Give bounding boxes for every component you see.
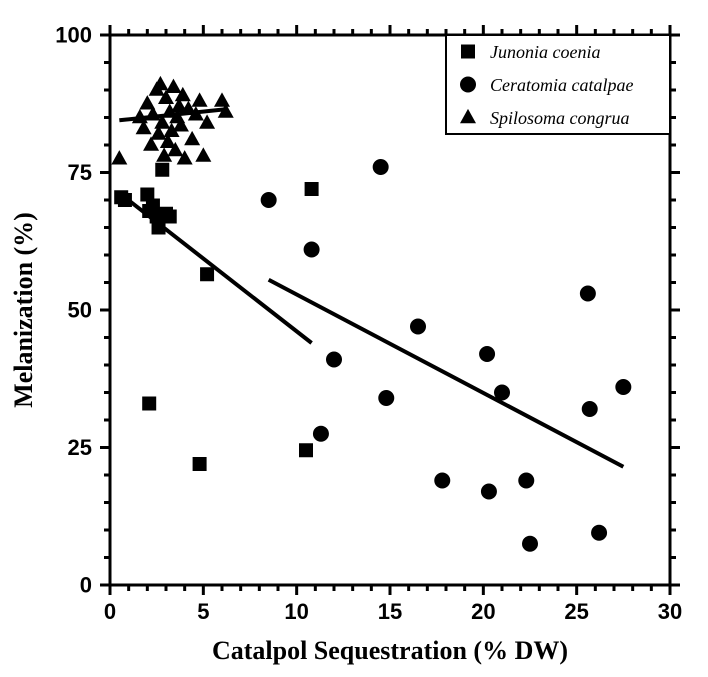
legend: Junonia coenia Ceratomia catalpae Spilosom… — [446, 35, 670, 134]
y-tick-label: 0 — [80, 573, 92, 598]
x-tick-label: 0 — [104, 599, 116, 624]
x-axis-label: Catalpol Sequestration (% DW) — [212, 636, 568, 665]
x-tick-label: 15 — [378, 599, 402, 624]
legend-label-spilosoma: Spilosoma congrua — [490, 108, 630, 128]
x-tick-label: 25 — [564, 599, 588, 624]
legend-label-ceratomia: Ceratomia catalpae — [490, 75, 633, 95]
chart-svg: 0 5 10 15 20 25 30 0 25 50 75 100 Catalpol Sequestra… — [0, 0, 708, 677]
x-tick-label: 30 — [658, 599, 682, 624]
x-tick-label: 5 — [197, 599, 209, 624]
scatter-chart: 0 5 10 15 20 25 30 0 25 50 75 100 Catalpol Sequestra… — [0, 0, 708, 677]
legend-label-junonia: Junonia coenia — [490, 42, 600, 62]
y-tick-label: 100 — [55, 23, 92, 48]
y-axis-label: Melanization (%) — [9, 212, 38, 408]
x-tick-label: 10 — [284, 599, 308, 624]
y-tick-label: 50 — [68, 298, 92, 323]
y-tick-label: 25 — [68, 435, 92, 460]
x-tick-label: 20 — [471, 599, 495, 624]
y-tick-label: 75 — [68, 160, 92, 185]
